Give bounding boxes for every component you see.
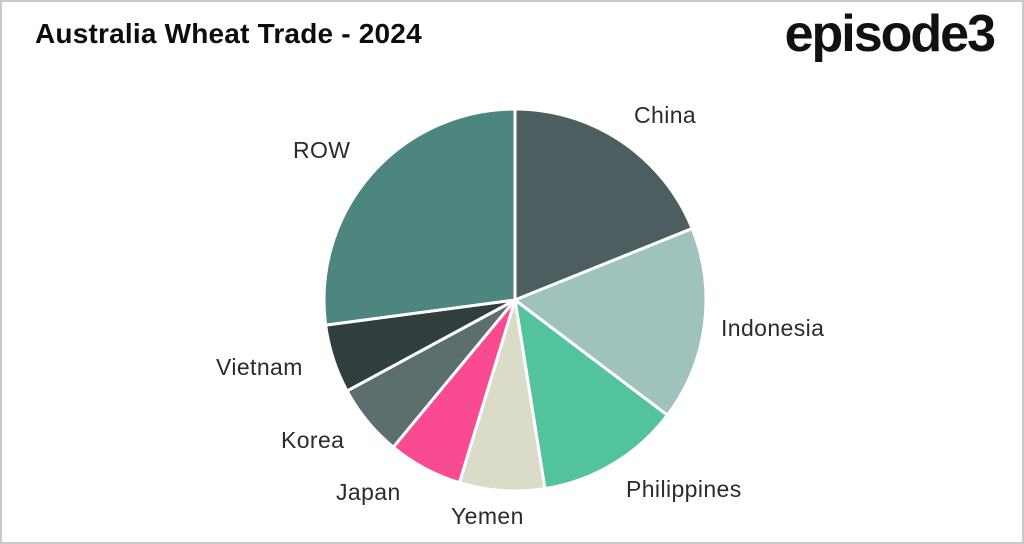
slice-label-vietnam: Vietnam — [216, 354, 303, 380]
pie-slice-row — [322, 107, 517, 327]
pie-slice-indonesia — [513, 227, 708, 417]
episode3-logo: episode3 — [784, 5, 996, 63]
slice-label-row: ROW — [293, 137, 351, 163]
page-title: Australia Wheat Trade - 2024 — [35, 18, 422, 49]
slice-label-japan: Japan — [336, 479, 401, 505]
slice-label-philippines: Philippines — [626, 476, 742, 502]
pie-slice-philippines — [513, 298, 669, 491]
slice-label-china: China — [634, 102, 697, 128]
slice-label-yemen: Yemen — [451, 503, 524, 529]
pie-slice-china — [513, 107, 694, 302]
slice-label-korea: Korea — [281, 427, 345, 453]
slice-label-indonesia: Indonesia — [721, 315, 825, 341]
